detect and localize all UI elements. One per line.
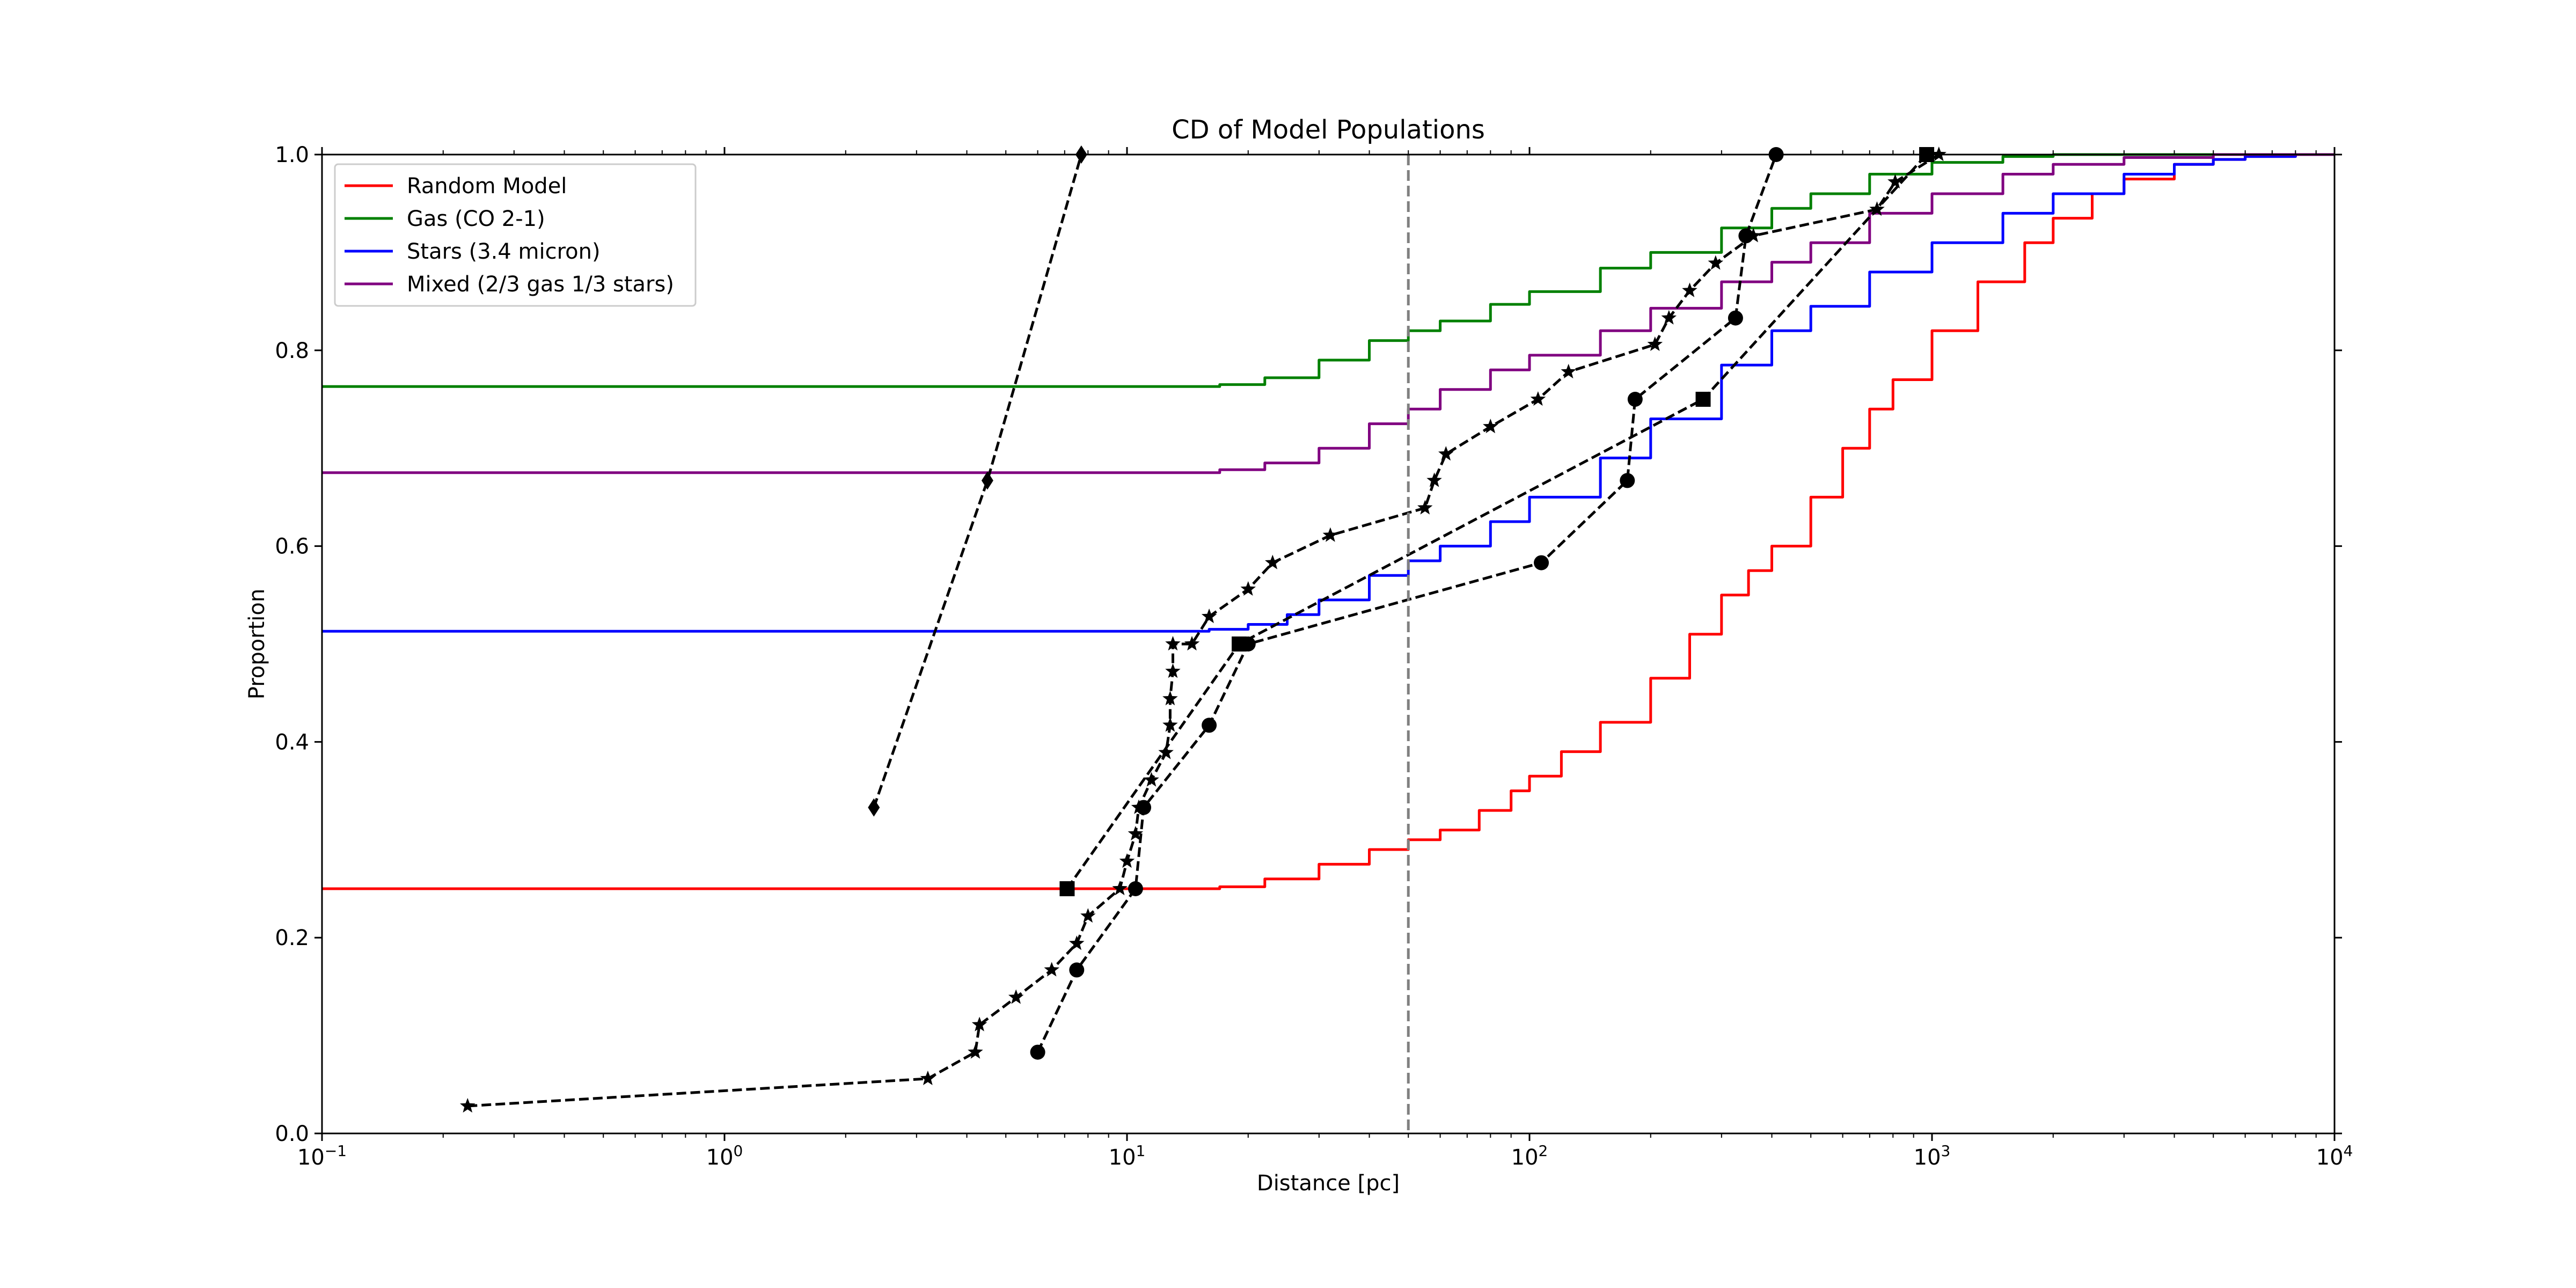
x-tick-label: 103 (1914, 1142, 1951, 1170)
data-point-star (1165, 636, 1181, 651)
data-point-star (1162, 717, 1178, 732)
data-point-star (1044, 962, 1059, 977)
data-point-star (1530, 391, 1546, 406)
data-point-star (1008, 989, 1024, 1004)
x-tick-label: 101 (1109, 1142, 1146, 1170)
series-line-mixed-2-3-gas-1-3-stars (322, 153, 2334, 474)
data-point-star (1201, 608, 1217, 624)
data-point-star (1438, 446, 1454, 461)
data-point-star (1144, 772, 1159, 787)
y-tick-label: 0.6 (275, 535, 309, 559)
y-tick-label: 0.0 (275, 1122, 309, 1146)
data-point-star (971, 1016, 987, 1031)
data-point-star (1112, 881, 1128, 896)
y-tick-label: 0.8 (275, 339, 309, 363)
series-line-stars-3-4-micron (322, 153, 2334, 633)
data-point-star (1128, 825, 1144, 840)
data-point-circle (1069, 962, 1085, 978)
y-tick-label: 0.2 (275, 926, 309, 950)
data-point-star (968, 1044, 983, 1059)
data-point-star (1483, 419, 1498, 434)
observed-line-square (1066, 153, 1928, 890)
data-point-star (1708, 255, 1724, 270)
data-point-circle (1202, 718, 1217, 733)
data-point-star (1426, 472, 1442, 487)
data-point-star (1158, 744, 1174, 759)
x-tick-label: 10−1 (297, 1142, 347, 1170)
data-point-star (1682, 282, 1697, 297)
legend-label-random-model: Random Model (407, 174, 567, 199)
data-point-star (460, 1097, 475, 1113)
y-tick-label: 0.4 (275, 730, 309, 755)
data-point-diamond (981, 471, 993, 490)
data-point-circle (1030, 1044, 1045, 1060)
legend-label-gas-co-2-1: Gas (CO 2-1) (407, 207, 545, 231)
chart-title: CD of Model Populations (1172, 115, 1485, 145)
x-tick-label: 100 (706, 1142, 743, 1170)
data-point-star (1561, 363, 1576, 379)
data-point-square (1695, 392, 1711, 407)
data-point-star (1184, 636, 1200, 651)
data-point-star (1647, 336, 1663, 351)
data-point-circle (1534, 555, 1549, 570)
observed-line-diamond (872, 154, 1083, 808)
axis-layer: 10−1 100 101 102 103 104 0.0 0.2 0.4 0.6 0.8 1.0 (275, 143, 2353, 1170)
legend-box (334, 163, 697, 307)
data-point-star (1322, 527, 1338, 542)
legend-label-mixed-2-3-gas-1-3-stars: Mixed (2/3 gas 1/3 stars) (407, 272, 674, 297)
legend: Random Model Gas (CO 2-1) Stars (3.4 micro… (334, 163, 697, 307)
data-point-star (1661, 310, 1677, 325)
observed-line-circle (1036, 154, 1777, 1053)
data-point-circle (1136, 800, 1152, 815)
data-point-star (1265, 554, 1280, 569)
data-point-diamond (868, 798, 880, 817)
data-point-star (1080, 908, 1096, 923)
series-line-gas-co-2-1 (322, 153, 2334, 388)
data-point-circle (1728, 310, 1743, 326)
y-axis-label: Proportion (245, 589, 269, 699)
data-point-circle (1738, 228, 1754, 244)
x-axis-label: Distance [pc] (1257, 1171, 1400, 1196)
data-point-star (1119, 853, 1135, 868)
data-point-star (1165, 663, 1181, 678)
data-point-star (1240, 581, 1256, 596)
x-tick-label: 102 (1511, 1142, 1548, 1170)
plot-frame (321, 153, 2336, 1135)
data-point-circle (1128, 881, 1143, 896)
data-point-star (1417, 500, 1433, 515)
legend-label-stars-3-4-micron: Stars (3.4 micron) (407, 239, 601, 264)
data-point-star (920, 1070, 936, 1085)
data-point-circle (1627, 392, 1643, 407)
x-tick-label: 104 (2316, 1142, 2353, 1170)
y-tick-label: 1.0 (275, 143, 309, 167)
data-point-star (1162, 691, 1178, 706)
data-point-circle (1620, 473, 1635, 488)
data-point-square (1059, 881, 1075, 896)
data-point-star (1887, 174, 1903, 189)
observed-layer (460, 145, 1946, 1113)
data-point-square (1232, 636, 1247, 652)
data-point-star (1069, 935, 1085, 950)
